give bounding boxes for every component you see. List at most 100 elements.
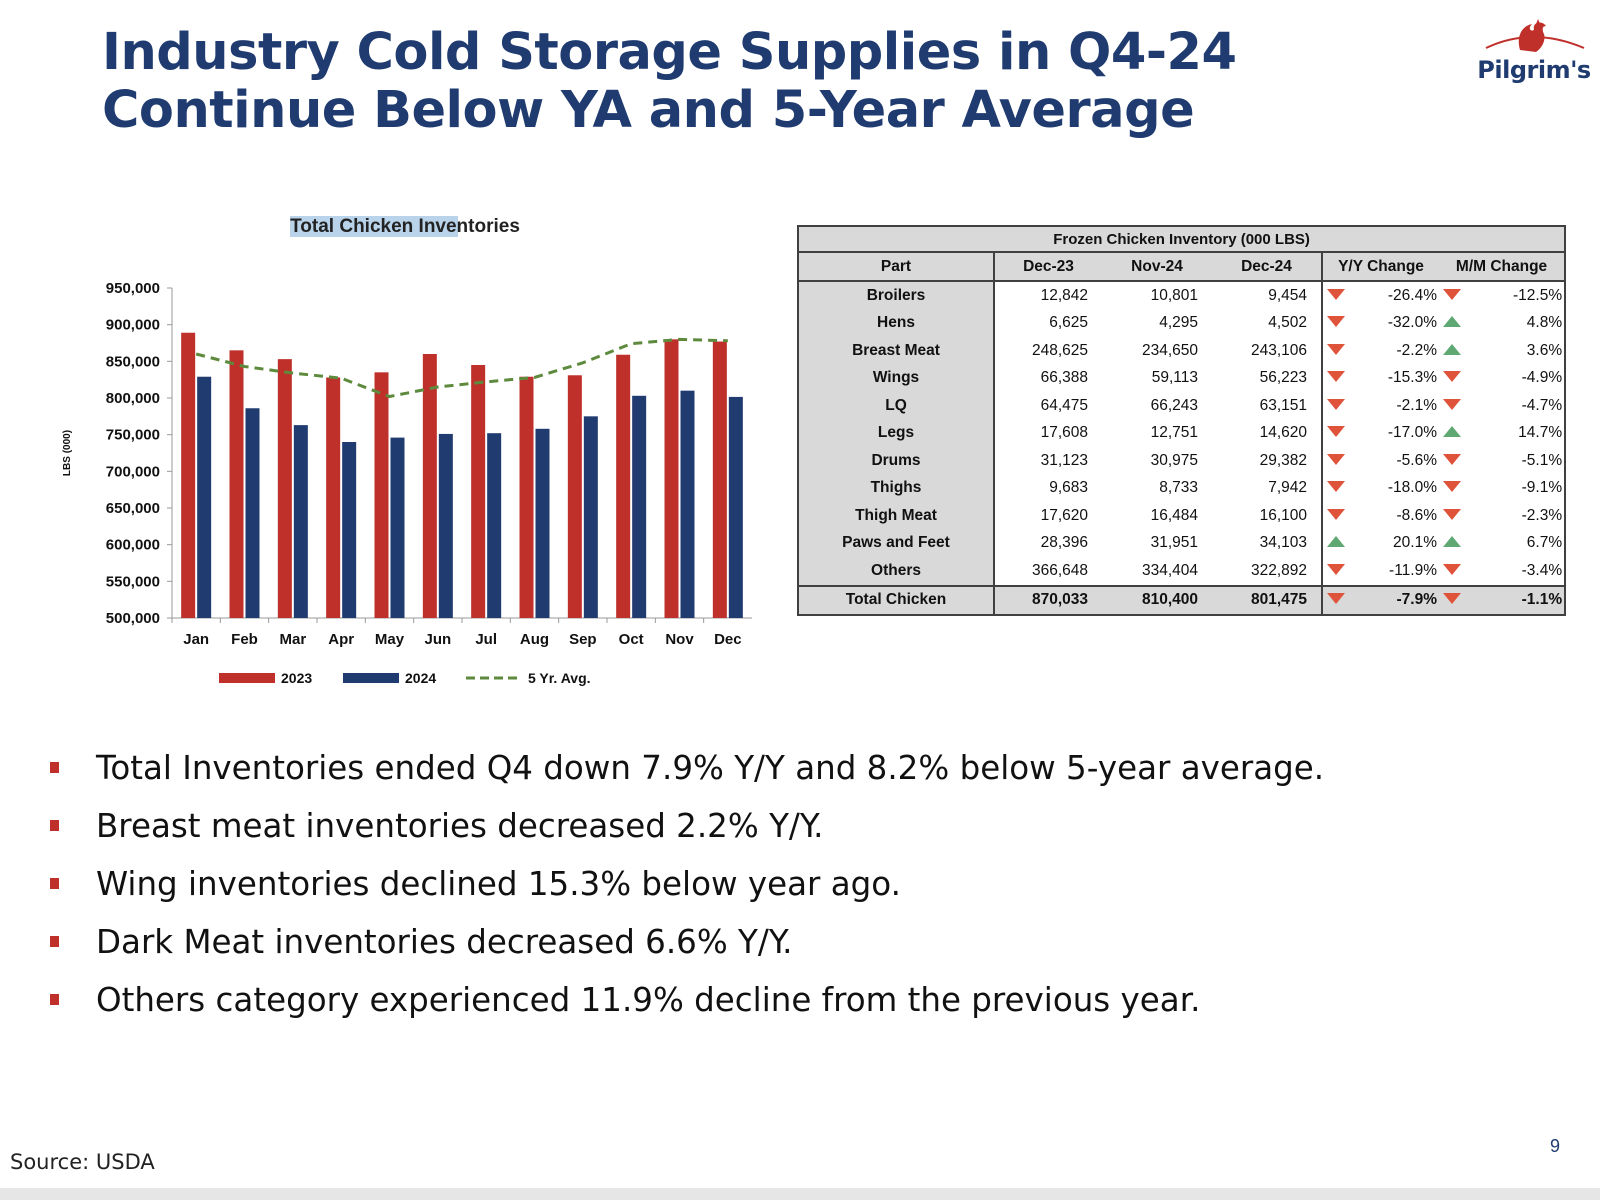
dec23-cell: 870,033	[994, 584, 1102, 616]
five-year-avg-line	[195, 337, 728, 399]
bar-2024-mar	[293, 425, 308, 618]
mm-arrow-cell	[1439, 281, 1461, 310]
down-arrow-icon	[1327, 371, 1345, 383]
dec24-cell: 16,100	[1259, 506, 1307, 524]
yy-arrow-cell	[1321, 337, 1345, 365]
yy-arrow-cell	[1321, 557, 1345, 586]
table-row: Hens 6,625 4,295 4,502 -32.0% 4.8%	[797, 309, 1567, 337]
bullet-item: Total Inventories ended Q4 down 7.9% Y/Y…	[48, 744, 1338, 792]
down-arrow-icon	[1327, 288, 1345, 300]
rooster-icon	[1485, 19, 1585, 52]
dec24-cell: 63,151	[1259, 396, 1307, 414]
legend-label-2024: 2024	[405, 670, 436, 686]
bullet-text: Breast meat inventories decreased 2.2% Y…	[96, 807, 824, 845]
nov24-cell: 10,801	[1150, 286, 1198, 304]
mm-change-cell: 4.8%	[1461, 309, 1567, 337]
nov24-cell: 30,975	[1150, 451, 1198, 469]
bar-2023-may	[374, 372, 389, 618]
bar-2024-sep	[583, 416, 598, 618]
dec24-cell: 801,475	[1212, 584, 1322, 616]
dec24-cell: 243,106	[1250, 341, 1307, 359]
y-tick-label: 750,000	[106, 427, 160, 444]
table-row: Wings 66,388 59,113 56,223 -15.3% -4.9%	[797, 364, 1567, 392]
up-arrow-icon	[1443, 343, 1461, 355]
down-arrow-icon	[1443, 371, 1461, 383]
nov24-cell: 8,733	[1159, 479, 1198, 497]
chart-title-text: Total Chicken Inventories	[290, 216, 520, 237]
yy-change-cell: 20.1%	[1393, 534, 1437, 552]
legend-label-2023: 2023	[281, 670, 312, 686]
bar-2023-aug	[519, 376, 534, 618]
y-tick-label: 800,000	[106, 390, 160, 407]
part-cell: Thighs	[797, 474, 995, 502]
part-cell: Paws and Feet	[797, 529, 995, 557]
bar-2023-dec	[712, 341, 727, 618]
chart-title: Total Chicken Inventories	[240, 216, 570, 238]
nov24-cell: 12,751	[1150, 424, 1198, 442]
mm-arrow-cell	[1439, 447, 1461, 475]
dec23-cell: 12,842	[1040, 286, 1088, 304]
dec24-cell: 322,892	[1250, 561, 1307, 579]
title-line-2: Continue Below YA and 5-Year Average	[102, 81, 1195, 140]
table-total-row: Total Chicken 870,033 810,400 801,475 -7.9% -…	[797, 584, 1567, 616]
dec24-cell: 14,620	[1259, 424, 1307, 442]
mm-change-cell: 6.7%	[1461, 529, 1567, 557]
legend-label-avg: 5 Yr. Avg.	[528, 670, 591, 686]
nov24-cell: 31,951	[1150, 534, 1198, 552]
page-number: 9	[1550, 1136, 1561, 1156]
down-arrow-icon	[1327, 593, 1345, 605]
down-arrow-icon	[1443, 481, 1461, 493]
mm-arrow-cell	[1439, 475, 1461, 503]
bullet-text: Total Inventories ended Q4 down 7.9% Y/Y…	[96, 749, 1325, 787]
chart-legend: 2023 2024 5 Yr. Avg.	[219, 670, 591, 686]
bar-2024-dec	[728, 396, 743, 618]
key-points-list: Total Inventories ended Q4 down 7.9% Y/Y…	[48, 744, 1338, 1034]
up-arrow-icon	[1443, 316, 1461, 328]
dec23-cell: 31,123	[1040, 451, 1088, 469]
header-dec24: Dec-24	[1212, 252, 1322, 282]
y-tick-label: 550,000	[106, 573, 160, 590]
bar-2023-jun	[422, 354, 437, 618]
mm-change-cell: -3.4%	[1461, 557, 1567, 586]
down-arrow-icon	[1327, 316, 1345, 328]
chart-labels: 950,000 900,000 850,000 800,000 750,000 700,0…	[62, 280, 742, 648]
nov24-cell: 59,113	[1151, 369, 1198, 387]
legend-swatch-2024	[343, 673, 399, 683]
mm-arrow-cell	[1439, 557, 1461, 586]
down-arrow-icon	[1327, 426, 1345, 438]
logo-wordmark: Pilgrim's	[1477, 56, 1591, 84]
bottom-bar	[0, 1188, 1600, 1200]
x-tick-label: Nov	[665, 631, 694, 648]
yy-arrow-cell	[1321, 281, 1345, 310]
yy-arrow-cell	[1321, 309, 1345, 337]
bar-2024-apr	[342, 442, 357, 618]
part-cell: Thigh Meat	[797, 502, 995, 530]
yy-arrow-cell	[1321, 502, 1345, 530]
table-row: Legs 17,608 12,751 14,620 -17.0% 14.7%	[797, 419, 1567, 447]
yy-change-cell: -15.3%	[1387, 369, 1437, 387]
yy-arrow-cell	[1321, 529, 1345, 557]
table-row: Others 366,648 334,404 322,892 -11.9% -3.4%	[797, 557, 1567, 586]
part-cell: Wings	[797, 364, 995, 392]
yy-arrow-cell	[1321, 447, 1345, 475]
y-tick-label: 650,000	[106, 500, 160, 517]
dec23-cell: 64,475	[1040, 396, 1088, 414]
x-tick-label: Aug	[520, 631, 549, 648]
dec24-cell: 29,382	[1259, 451, 1307, 469]
dec24-cell: 7,942	[1268, 479, 1307, 497]
x-tick-label: Jul	[475, 631, 497, 648]
part-cell: Drums	[797, 447, 995, 475]
table-row: Thighs 9,683 8,733 7,942 -18.0% -9.1%	[797, 474, 1567, 503]
bar-2023-jan	[181, 332, 196, 618]
bar-2023-sep	[567, 375, 582, 618]
dec24-cell: 56,223	[1259, 369, 1307, 387]
mm-change-cell: -2.3%	[1461, 502, 1567, 530]
yy-arrow-cell	[1321, 474, 1345, 502]
down-arrow-icon	[1327, 481, 1345, 493]
header-yy-change: Y/Y Change	[1321, 252, 1439, 282]
dec23-cell: 366,648	[1031, 561, 1088, 579]
yy-arrow-cell	[1321, 419, 1345, 447]
bullet-marker	[50, 878, 59, 889]
y-tick-label: 900,000	[106, 317, 160, 334]
down-arrow-icon	[1443, 288, 1461, 300]
